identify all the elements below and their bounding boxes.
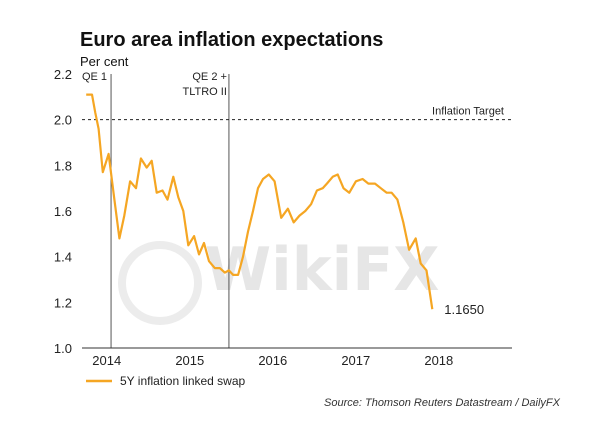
y-tick-label: 1.0 [54, 341, 72, 356]
y-tick-label: 1.4 [54, 250, 72, 265]
chart-title: Euro area inflation expectations [80, 29, 383, 51]
y-tick-label: 1.8 [54, 158, 72, 173]
x-tick-label: 2017 [341, 353, 370, 368]
event-label: QE 1 [82, 71, 107, 83]
x-tick-label: 2018 [424, 353, 453, 368]
source-note: Source: Thomson Reuters Datastream / Dai… [324, 397, 561, 409]
y-axis-unit-label: Per cent [80, 54, 129, 69]
inflation-target-label: Inflation Target [432, 106, 504, 118]
y-tick-label: 1.2 [54, 295, 72, 310]
y-axis: 2.2 2.0 1.8 1.6 1.4 1.2 1.0 [54, 67, 72, 356]
legend: 5Y inflation linked swap [86, 374, 246, 388]
event-markers: QE 1 QE 2 + TLTRO II [82, 71, 230, 348]
legend-label: 5Y inflation linked swap [120, 374, 246, 388]
y-tick-label: 1.6 [54, 204, 72, 219]
x-tick-label: 2014 [92, 353, 121, 368]
series-line-5y-inflation-linked-swap [86, 93, 434, 310]
x-tick-label: 2015 [175, 353, 204, 368]
x-axis: 2014 2015 2016 2017 2018 [92, 353, 453, 368]
y-tick-label: 2.0 [54, 113, 72, 128]
x-tick-label: 2016 [258, 353, 287, 368]
last-value-label: 1.1650 [444, 302, 484, 317]
wikifx-logo-mark [118, 241, 202, 325]
inflation-target-line-group: Inflation Target [82, 106, 512, 121]
event-label-line1: QE 2 + [192, 71, 227, 83]
event-label-line2: TLTRO II [183, 86, 227, 98]
y-tick-label: 2.2 [54, 67, 72, 82]
